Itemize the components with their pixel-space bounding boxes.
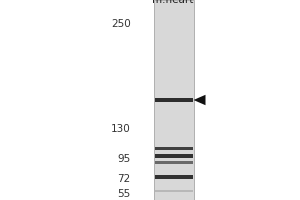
Bar <box>155 161 193 164</box>
Bar <box>154 0 194 200</box>
Bar <box>155 154 193 158</box>
Bar <box>155 175 193 179</box>
Polygon shape <box>194 95 206 105</box>
Text: 130: 130 <box>111 124 130 134</box>
Bar <box>155 98 193 102</box>
Text: 250: 250 <box>111 19 130 29</box>
Bar <box>155 147 193 150</box>
Text: m.heart: m.heart <box>152 0 193 5</box>
Text: 95: 95 <box>117 154 130 164</box>
Bar <box>155 190 193 192</box>
Text: 55: 55 <box>117 189 130 199</box>
Text: 72: 72 <box>117 174 130 184</box>
